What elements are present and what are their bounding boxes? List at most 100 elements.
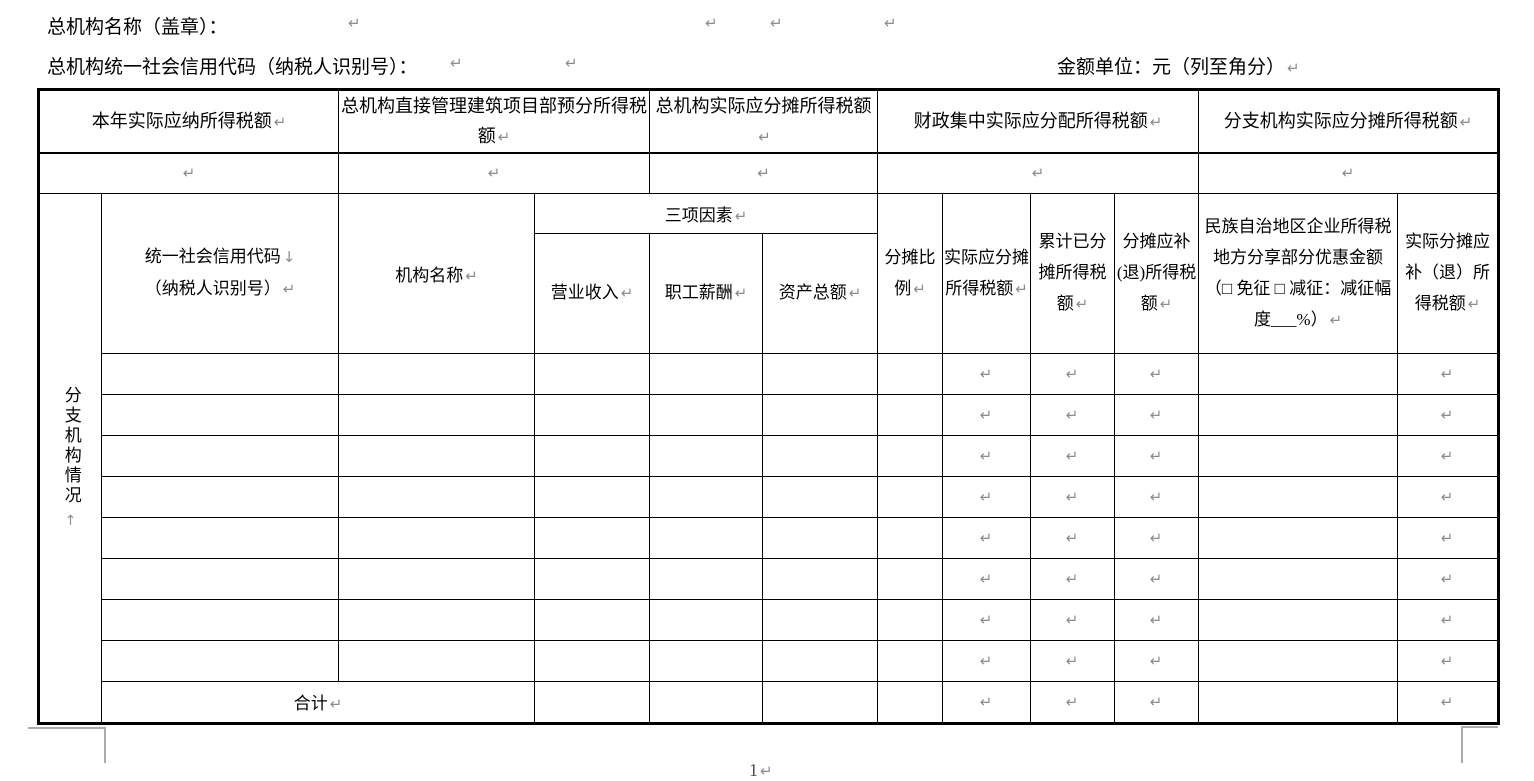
cell-salary[interactable]	[649, 639, 764, 682]
cell-actual-supplement-refund[interactable]: ↵	[1397, 516, 1500, 559]
cell-accumulated-apportioned[interactable]: ↵	[1030, 475, 1116, 518]
cell-ethnic-discount[interactable]	[1198, 393, 1399, 436]
total-cell-supplement-refund[interactable]: ↵	[1114, 680, 1200, 724]
cell-ratio[interactable]	[877, 598, 944, 641]
cell-supplement-refund[interactable]: ↵	[1114, 639, 1200, 682]
cell-assets[interactable]	[762, 598, 879, 641]
cell-credit-code[interactable]	[100, 557, 340, 600]
cell-salary[interactable]	[649, 516, 764, 559]
cell-org-name[interactable]	[338, 352, 536, 395]
cell-actual-apportioned[interactable]: ↵	[942, 557, 1032, 600]
cell-org-name[interactable]	[338, 434, 536, 477]
cell-actual-apportioned[interactable]: ↵	[942, 393, 1032, 436]
total-cell-salary[interactable]	[649, 680, 764, 724]
cell-supplement-refund[interactable]: ↵	[1114, 352, 1200, 395]
cell-ethnic-discount[interactable]	[1198, 352, 1399, 395]
cell-credit-code[interactable]	[100, 393, 340, 436]
cell-revenue[interactable]	[534, 557, 651, 600]
cell-org-name[interactable]	[338, 557, 536, 600]
cell-supplement-refund[interactable]: ↵	[1114, 434, 1200, 477]
cell-revenue[interactable]	[534, 516, 651, 559]
cell-accumulated-apportioned[interactable]: ↵	[1030, 557, 1116, 600]
cell-assets[interactable]	[762, 475, 879, 518]
cell-actual-apportioned[interactable]: ↵	[942, 475, 1032, 518]
total-cell-accumulated-apportioned[interactable]: ↵	[1030, 680, 1116, 724]
total-cell-ratio[interactable]	[877, 680, 944, 724]
cell-org-name[interactable]	[338, 639, 536, 682]
cell-actual-supplement-refund[interactable]: ↵	[1397, 393, 1500, 436]
cell-salary[interactable]	[649, 434, 764, 477]
cell-accumulated-apportioned[interactable]: ↵	[1030, 352, 1116, 395]
cell-ethnic-discount[interactable]	[1198, 516, 1399, 559]
cell-assets[interactable]	[762, 393, 879, 436]
cell-revenue[interactable]	[534, 352, 651, 395]
cell-accumulated-apportioned[interactable]: ↵	[1030, 516, 1116, 559]
cell-ratio[interactable]	[877, 352, 944, 395]
cell-salary[interactable]	[649, 475, 764, 518]
cell-assets[interactable]	[762, 434, 879, 477]
total-cell-assets[interactable]	[762, 680, 879, 724]
cell-credit-code[interactable]	[100, 598, 340, 641]
cell-org-name[interactable]	[338, 516, 536, 559]
cell-credit-code[interactable]	[100, 639, 340, 682]
cell-ethnic-discount[interactable]	[1198, 598, 1399, 641]
total-cell-ethnic-discount[interactable]	[1198, 680, 1399, 724]
cell-accumulated-apportioned[interactable]: ↵	[1030, 393, 1116, 436]
cell-ethnic-discount[interactable]	[1198, 434, 1399, 477]
cell-actual-supplement-refund[interactable]: ↵	[1397, 352, 1500, 395]
cell-revenue[interactable]	[534, 475, 651, 518]
cell-salary[interactable]	[649, 557, 764, 600]
cell-credit-code[interactable]	[100, 475, 340, 518]
cell-credit-code[interactable]	[100, 434, 340, 477]
cell-actual-apportioned[interactable]: ↵	[942, 639, 1032, 682]
cell-accumulated-apportioned[interactable]: ↵	[1030, 639, 1116, 682]
cell-assets[interactable]	[762, 639, 879, 682]
cell-revenue[interactable]	[534, 639, 651, 682]
cell-actual-supplement-refund[interactable]: ↵	[1397, 475, 1500, 518]
cell-salary[interactable]	[649, 352, 764, 395]
cell-assets[interactable]	[762, 557, 879, 600]
cell-ratio[interactable]	[877, 475, 944, 518]
value-cell-ho-apportioned-tax[interactable]: ↵	[649, 152, 879, 194]
cell-supplement-refund[interactable]: ↵	[1114, 516, 1200, 559]
value-cell-construction-prepaid-tax[interactable]: ↵	[338, 152, 651, 194]
cell-ratio[interactable]	[877, 516, 944, 559]
value-cell-annual-payable-tax[interactable]: ↵	[37, 152, 340, 194]
cell-revenue[interactable]	[534, 393, 651, 436]
cell-actual-apportioned[interactable]: ↵	[942, 434, 1032, 477]
total-cell-actual-apportioned[interactable]: ↵	[942, 680, 1032, 724]
cell-salary[interactable]	[649, 393, 764, 436]
cell-actual-supplement-refund[interactable]: ↵	[1397, 434, 1500, 477]
cell-revenue[interactable]	[534, 598, 651, 641]
total-cell-actual-supplement-refund[interactable]: ↵	[1397, 680, 1500, 724]
cell-ethnic-discount[interactable]	[1198, 475, 1399, 518]
cell-org-name[interactable]	[338, 475, 536, 518]
value-cell-fiscal-allocated-tax[interactable]: ↵	[877, 152, 1200, 194]
cell-supplement-refund[interactable]: ↵	[1114, 393, 1200, 436]
cell-credit-code[interactable]	[100, 516, 340, 559]
cell-actual-apportioned[interactable]: ↵	[942, 598, 1032, 641]
cell-supplement-refund[interactable]: ↵	[1114, 598, 1200, 641]
cell-supplement-refund[interactable]: ↵	[1114, 475, 1200, 518]
cell-ratio[interactable]	[877, 393, 944, 436]
cell-assets[interactable]	[762, 352, 879, 395]
total-cell-revenue[interactable]	[534, 680, 651, 724]
cell-ratio[interactable]	[877, 639, 944, 682]
cell-ethnic-discount[interactable]	[1198, 639, 1399, 682]
cell-org-name[interactable]	[338, 598, 536, 641]
cell-ratio[interactable]	[877, 434, 944, 477]
cell-actual-apportioned[interactable]: ↵	[942, 516, 1032, 559]
cell-revenue[interactable]	[534, 434, 651, 477]
cell-accumulated-apportioned[interactable]: ↵	[1030, 434, 1116, 477]
cell-actual-apportioned[interactable]: ↵	[942, 352, 1032, 395]
cell-actual-supplement-refund[interactable]: ↵	[1397, 557, 1500, 600]
cell-salary[interactable]	[649, 598, 764, 641]
cell-org-name[interactable]	[338, 393, 536, 436]
cell-supplement-refund[interactable]: ↵	[1114, 557, 1200, 600]
cell-ethnic-discount[interactable]	[1198, 557, 1399, 600]
value-cell-branch-apportioned-tax[interactable]: ↵	[1198, 152, 1500, 194]
cell-credit-code[interactable]	[100, 352, 340, 395]
cell-accumulated-apportioned[interactable]: ↵	[1030, 598, 1116, 641]
cell-actual-supplement-refund[interactable]: ↵	[1397, 639, 1500, 682]
cell-ratio[interactable]	[877, 557, 944, 600]
